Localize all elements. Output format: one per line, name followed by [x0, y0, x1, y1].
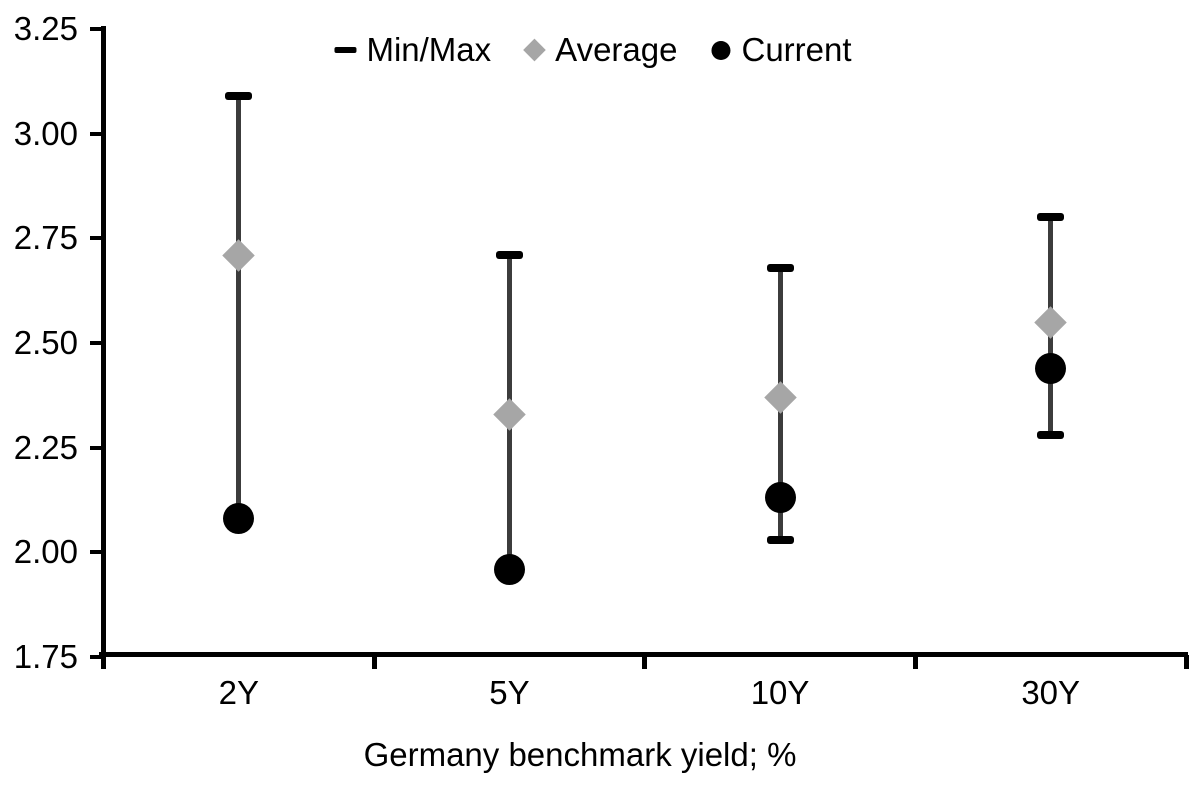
max-cap	[225, 91, 253, 100]
y-axis-tick	[90, 655, 104, 659]
x-axis-category-label: 30Y	[1021, 674, 1081, 711]
min-cap	[766, 535, 794, 544]
y-axis-tick-label: 1.75	[13, 638, 78, 675]
x-axis-tick	[642, 655, 648, 669]
legend: Min/Max Average Current	[332, 29, 852, 71]
legend-item-minmax: Min/Max	[332, 30, 491, 70]
y-axis-tick	[90, 27, 104, 31]
current-circle-icon	[707, 40, 733, 60]
minmax-whisker	[236, 95, 242, 519]
legend-label-current: Current	[741, 31, 852, 68]
current-marker	[1035, 352, 1067, 384]
x-axis-title: Germany benchmark yield; %	[363, 736, 797, 773]
y-axis-tick-label: 3.25	[13, 10, 78, 47]
x-axis-line	[99, 652, 1188, 657]
max-cap	[495, 251, 523, 260]
y-axis-tick	[90, 550, 104, 555]
current-marker	[223, 503, 255, 535]
average-marker	[763, 381, 797, 414]
x-axis-category-label: 10Y	[750, 674, 810, 711]
y-axis-tick-label: 2.00	[13, 533, 78, 571]
x-axis-tick	[912, 655, 918, 669]
legend-label-average: Average	[555, 31, 678, 68]
y-axis-tick-label: 2.25	[13, 428, 78, 466]
average-diamond-icon	[521, 38, 547, 62]
x-axis-tick	[101, 655, 106, 669]
current-marker	[764, 482, 796, 514]
x-axis-category-label: 5Y	[489, 674, 530, 711]
x-axis-tick	[371, 655, 377, 669]
legend-item-average: Average	[521, 30, 677, 70]
y-axis-tick	[90, 236, 104, 241]
max-cap	[766, 263, 794, 272]
average-marker	[493, 397, 526, 431]
average-marker	[222, 238, 256, 272]
max-cap	[1037, 213, 1065, 222]
y-axis-line	[101, 26, 106, 657]
legend-label-minmax: Min/Max	[366, 31, 492, 68]
x-axis-category-label: 2Y	[218, 674, 259, 711]
y-axis-tick	[90, 341, 104, 345]
current-marker	[493, 553, 525, 585]
x-axis-tick	[1183, 655, 1189, 669]
y-axis-tick-label: 2.50	[13, 324, 78, 361]
y-axis-tick-label: 2.75	[13, 219, 78, 257]
minmax-dash-icon	[332, 47, 358, 53]
y-axis-tick	[90, 445, 104, 450]
y-axis-tick	[90, 131, 104, 136]
legend-item-current: Current	[707, 30, 852, 70]
min-cap	[1037, 431, 1065, 440]
average-marker	[1034, 305, 1067, 339]
y-axis-tick-label: 3.00	[13, 114, 78, 152]
